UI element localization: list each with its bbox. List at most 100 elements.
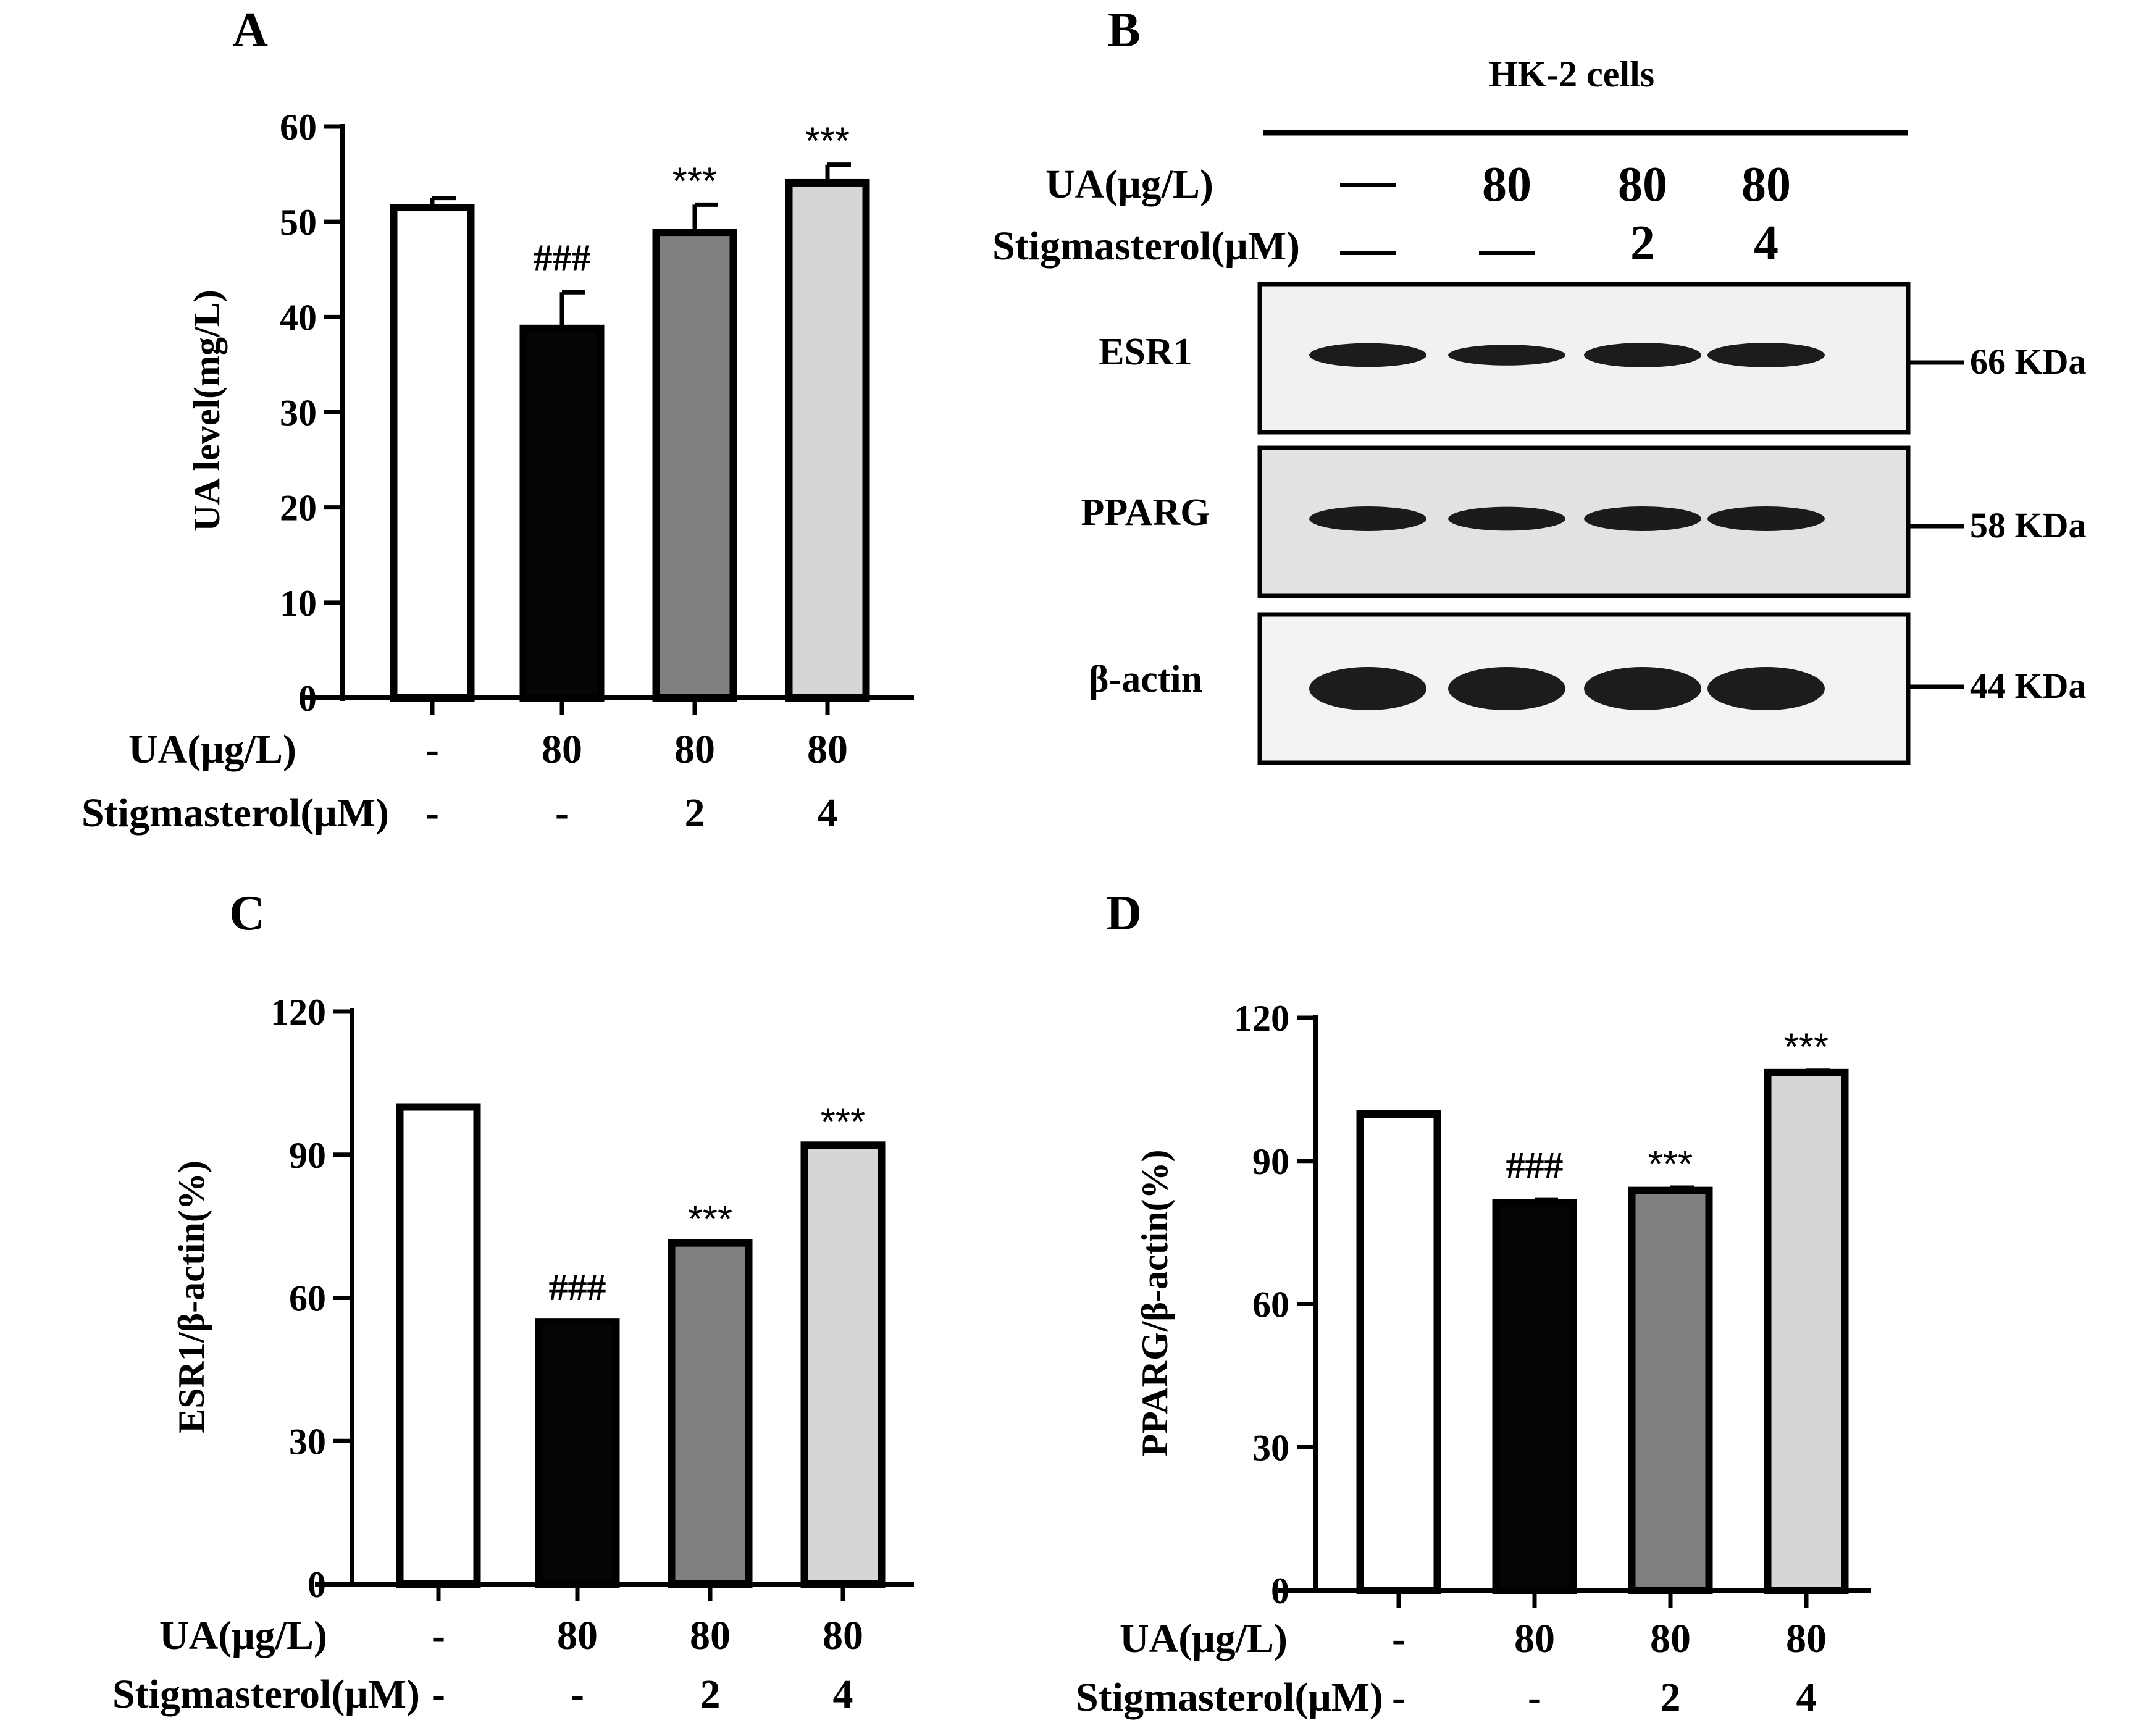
stig-value: - [1528,1675,1541,1720]
panel-label-b: B [1107,3,1140,57]
panel-label-c: C [229,886,265,941]
stig-value: 2 [700,1672,721,1717]
y-tick-label: 0 [1271,1570,1289,1611]
significance-label: *** [688,1199,732,1241]
blot-protein-label: PPARG [1081,492,1210,534]
bar [668,1239,753,1588]
y-tick-label: 0 [298,678,317,719]
blot-ua-value: 80 [1618,157,1667,212]
bar [1628,1186,1713,1594]
y-axis-label: UA level(mg/L) [186,290,227,532]
significance-label: *** [821,1101,865,1143]
blot-stig-value: 2 [1630,216,1655,270]
ua-value: 80 [1650,1616,1691,1661]
blot-band [1448,506,1565,531]
stig-value: - [425,790,439,836]
blot-band [1707,506,1825,531]
bar [396,1103,481,1588]
ua-value: 80 [557,1613,598,1658]
significance-label: *** [1648,1143,1693,1186]
bar [535,1318,620,1588]
stig-row-label: Stigmasterol(μM) [1076,1675,1383,1720]
chart-d-pparg: 0 30 60 90 120 PPARG/β-actin(%) ### *** *** UA(μg… [1076,998,1871,1720]
y-tick-label: 120 [1234,998,1289,1039]
y-tick-label: 30 [280,393,317,434]
significance-label: ### [1506,1145,1564,1187]
stig-value: - [571,1672,584,1717]
bar [519,324,605,702]
blot-ua-value: 80 [1741,157,1791,212]
significance-label: ### [534,237,591,279]
ua-value: 80 [674,727,715,772]
bar [785,178,870,702]
ua-row-label: UA(μg/L) [128,727,296,772]
ua-value: 80 [807,727,848,772]
stig-row-label: Stigmasterol(μM) [112,1672,420,1717]
ua-value: - [425,727,439,772]
ua-value: 80 [1514,1616,1555,1661]
blot-band [1584,667,1701,710]
blot-mw-label: 66 KDa [1970,342,2087,382]
blot-band [1584,343,1701,367]
significance-label: *** [805,120,850,163]
bar [1356,1110,1441,1595]
blot-mw-label: 44 KDa [1970,666,2087,706]
y-tick-label: 30 [289,1421,326,1462]
ua-value: - [1392,1616,1405,1661]
blot-title: HK-2 cells [1489,54,1654,94]
panel-label-a: A [232,3,268,57]
ua-value: 80 [1786,1616,1827,1661]
stig-value: 4 [818,790,838,836]
blot-band [1309,506,1426,531]
y-axis-label: PPARG/β-actin(%) [1134,1149,1175,1456]
stig-value: 4 [833,1672,853,1717]
ua-row-label: UA(μg/L) [1120,1616,1288,1661]
stig-value: 2 [685,790,705,836]
ua-row-label: UA(μg/L) [159,1613,327,1658]
significance-label: *** [1784,1026,1829,1069]
western-blot-panel: HK-2 cells UA(μg/L) Stigmasterol(μM) 80 8… [992,54,2087,765]
y-tick-label: 90 [1252,1141,1289,1182]
blot-protein-label: ESR1 [1099,331,1192,373]
blot-band [1707,343,1825,367]
stig-value: 2 [1661,1675,1681,1720]
bar [390,204,475,702]
bar [652,229,737,702]
bar [1764,1068,1849,1594]
blot-band [1309,343,1426,367]
y-tick-label: 50 [280,202,317,243]
ua-value: 80 [542,727,582,772]
blot-ua-value: 80 [1482,157,1531,212]
blot-rows: ESR1 66 KDa PPARG 58 KDa β-actin 44 KDa [1081,282,2087,765]
y-tick-label: 60 [1252,1285,1289,1325]
ua-value: 80 [690,1613,731,1658]
y-tick-label: 0 [308,1564,326,1605]
blot-band [1448,667,1565,710]
blot-band [1448,345,1565,366]
stig-row-label: Stigmasterol(μM) [82,790,389,836]
bar [1492,1199,1577,1594]
bar [800,1141,886,1588]
chart-c-esr1: 0 30 60 90 120 ESR1/β-actin(%) ### *** *** UA(μg/… [112,992,914,1717]
y-tick-label: 20 [280,488,317,529]
blot-band [1707,667,1825,710]
stig-value: - [1392,1675,1405,1720]
blot-stig-value: 4 [1754,216,1778,270]
blot-band [1584,506,1701,531]
y-tick-label: 120 [270,992,326,1033]
blot-mw-label: 58 KDa [1970,505,2087,545]
blot-band [1309,667,1426,710]
y-tick-label: 90 [289,1135,326,1176]
y-tick-label: 10 [280,583,317,624]
y-tick-label: 30 [1252,1427,1289,1468]
y-tick-label: 60 [280,107,317,148]
ua-value: 80 [823,1613,863,1658]
ua-value: - [432,1613,445,1658]
y-axis-label: ESR1/β-actin(%) [171,1160,212,1433]
chart-a-ua-level: 0 10 20 30 40 50 60 UA level(mg/L) ### *** *** UA(μ… [82,107,914,836]
blot-stig-label: Stigmasterol(μM) [992,224,1300,269]
y-tick-label: 60 [289,1278,326,1319]
panel-label-d: D [1106,886,1142,941]
